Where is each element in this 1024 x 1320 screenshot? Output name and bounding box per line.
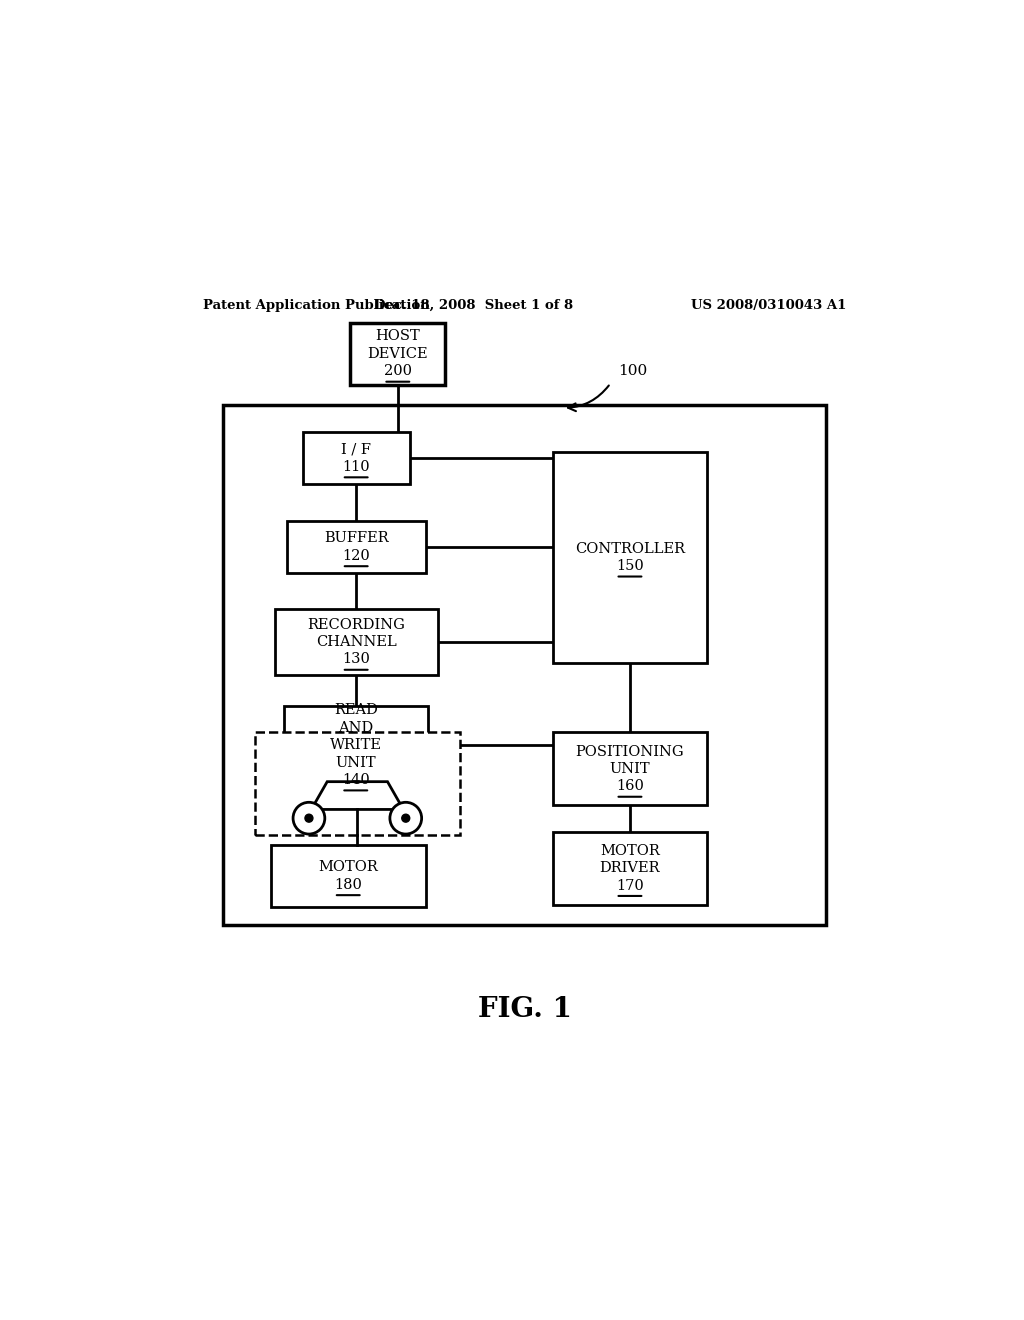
Circle shape	[390, 803, 422, 834]
FancyBboxPatch shape	[350, 323, 445, 385]
Text: I / F: I / F	[341, 442, 371, 457]
Text: 170: 170	[616, 879, 644, 892]
FancyBboxPatch shape	[223, 405, 826, 924]
Text: WRITE: WRITE	[330, 738, 382, 752]
Text: FIG. 1: FIG. 1	[478, 995, 571, 1023]
Circle shape	[305, 814, 313, 822]
FancyBboxPatch shape	[255, 731, 460, 834]
Text: 120: 120	[342, 549, 370, 562]
Text: 180: 180	[334, 878, 362, 892]
Text: POSITIONING: POSITIONING	[575, 744, 684, 759]
Text: DRIVER: DRIVER	[600, 861, 660, 875]
FancyBboxPatch shape	[270, 845, 426, 907]
FancyBboxPatch shape	[553, 453, 708, 663]
Text: 140: 140	[342, 774, 370, 787]
Text: CHANNEL: CHANNEL	[315, 635, 396, 649]
Text: CONTROLLER: CONTROLLER	[574, 541, 685, 556]
Text: READ: READ	[334, 704, 378, 717]
Text: HOST: HOST	[376, 330, 420, 343]
Circle shape	[293, 803, 325, 834]
Circle shape	[401, 814, 410, 822]
Text: 150: 150	[616, 560, 644, 573]
FancyBboxPatch shape	[303, 433, 410, 484]
FancyBboxPatch shape	[274, 610, 437, 675]
FancyBboxPatch shape	[553, 832, 708, 904]
Text: MOTOR: MOTOR	[318, 861, 378, 874]
Text: US 2008/0310043 A1: US 2008/0310043 A1	[691, 300, 846, 312]
Text: AND: AND	[338, 721, 374, 735]
Text: UNIT: UNIT	[609, 762, 650, 776]
FancyBboxPatch shape	[287, 521, 426, 573]
Text: 110: 110	[342, 459, 370, 474]
Text: Dec. 18, 2008  Sheet 1 of 8: Dec. 18, 2008 Sheet 1 of 8	[374, 300, 572, 312]
FancyArrowPatch shape	[568, 385, 609, 411]
Text: BUFFER: BUFFER	[324, 532, 388, 545]
FancyBboxPatch shape	[284, 706, 428, 784]
Text: 160: 160	[616, 779, 644, 793]
Polygon shape	[311, 781, 403, 809]
Text: Patent Application Publication: Patent Application Publication	[204, 300, 430, 312]
Text: 130: 130	[342, 652, 370, 667]
Text: UNIT: UNIT	[336, 755, 376, 770]
Text: 200: 200	[384, 364, 412, 379]
Text: RECORDING: RECORDING	[307, 618, 406, 631]
Text: 100: 100	[618, 364, 648, 379]
FancyBboxPatch shape	[553, 733, 708, 805]
Text: DEVICE: DEVICE	[368, 347, 428, 360]
Text: MOTOR: MOTOR	[600, 843, 659, 858]
